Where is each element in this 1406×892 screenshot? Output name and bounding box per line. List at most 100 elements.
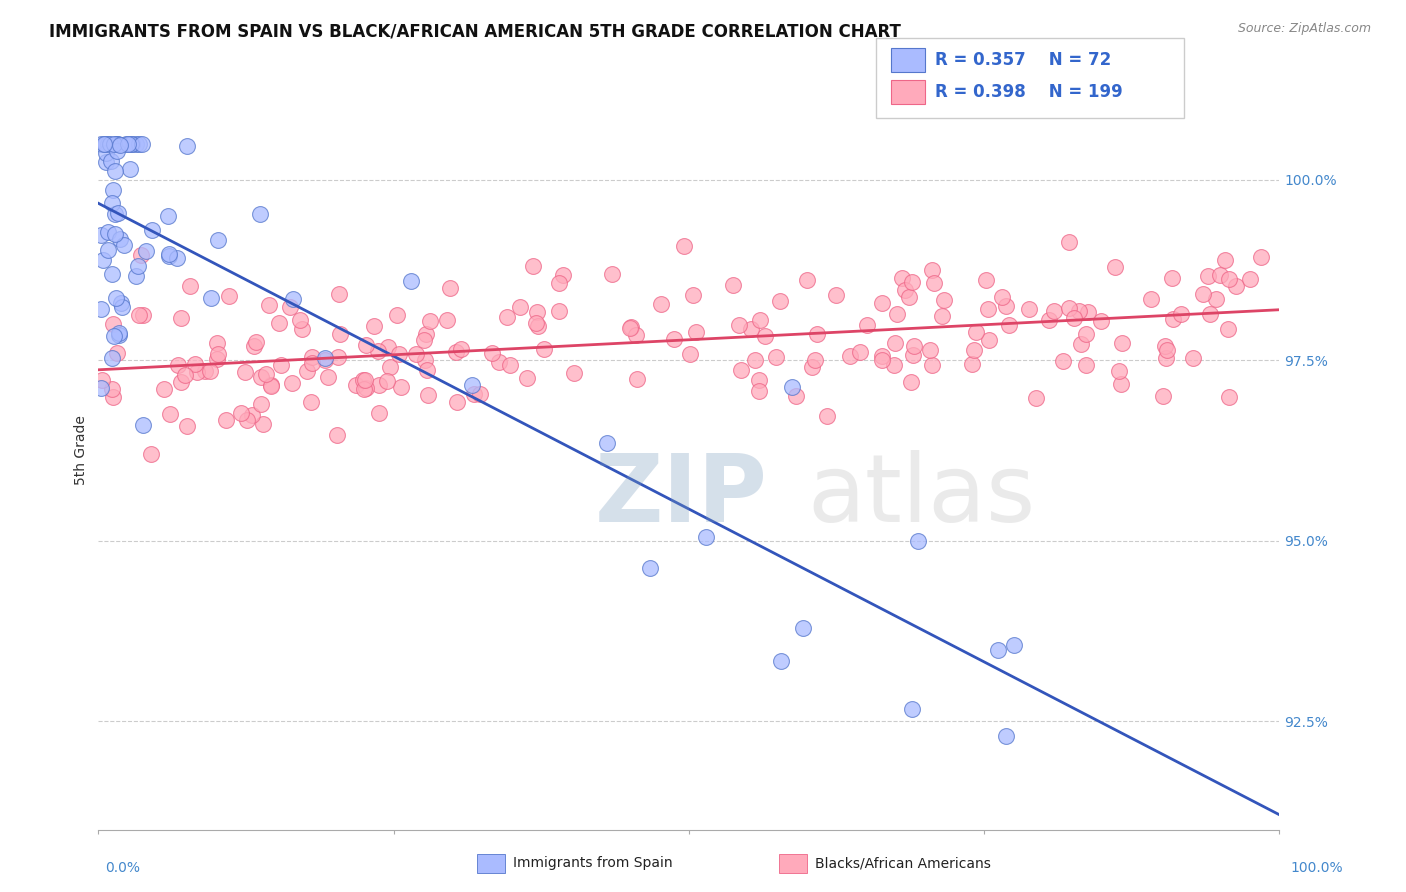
Point	[117, 136, 139, 151]
Point	[267, 316, 290, 330]
Point	[111, 300, 134, 314]
Point	[436, 313, 458, 327]
Point	[415, 326, 437, 341]
Point	[1152, 389, 1174, 403]
Point	[650, 297, 672, 311]
Point	[728, 318, 751, 332]
Point	[179, 279, 201, 293]
Point	[903, 339, 925, 353]
Point	[318, 370, 340, 384]
Point	[461, 378, 484, 392]
Point	[159, 407, 181, 421]
Point	[481, 346, 503, 360]
Point	[997, 318, 1019, 332]
Point	[1077, 305, 1099, 319]
Point	[152, 382, 174, 396]
Point	[93, 136, 115, 151]
Point	[900, 275, 922, 289]
Point	[815, 409, 838, 423]
Point	[524, 316, 547, 330]
Point	[107, 206, 129, 220]
Point	[108, 326, 131, 341]
Point	[354, 338, 377, 352]
Point	[94, 146, 117, 161]
Point	[1111, 336, 1133, 351]
Point	[281, 292, 304, 306]
Point	[806, 326, 828, 341]
Point	[366, 344, 388, 359]
Point	[257, 298, 280, 312]
Point	[301, 356, 323, 370]
Point	[233, 365, 256, 379]
Point	[995, 729, 1018, 743]
Point	[1067, 304, 1090, 318]
Point	[672, 238, 695, 252]
Point	[103, 329, 125, 343]
Point	[921, 262, 943, 277]
Point	[108, 327, 131, 342]
Point	[389, 380, 412, 394]
Point	[101, 391, 124, 405]
Point	[367, 377, 389, 392]
Point	[1156, 343, 1178, 357]
Point	[960, 357, 983, 371]
Point	[250, 370, 273, 384]
Point	[207, 347, 229, 361]
Point	[375, 374, 398, 388]
Point	[245, 334, 267, 349]
Point	[1181, 351, 1204, 365]
Point	[856, 318, 879, 332]
Point	[564, 367, 586, 381]
Point	[499, 358, 522, 372]
Point	[101, 351, 124, 365]
Point	[1218, 390, 1240, 404]
Point	[378, 360, 401, 375]
Point	[526, 305, 548, 319]
Point	[800, 360, 823, 375]
Point	[527, 318, 550, 333]
Text: 0.0%: 0.0%	[105, 861, 141, 875]
Point	[90, 136, 112, 151]
Point	[626, 372, 648, 386]
Point	[769, 293, 792, 308]
Point	[354, 373, 377, 387]
Point	[91, 373, 114, 387]
Point	[870, 295, 893, 310]
Point	[1225, 278, 1247, 293]
Point	[872, 349, 894, 363]
Point	[249, 207, 271, 221]
Point	[176, 139, 198, 153]
Point	[1192, 287, 1215, 301]
Point	[533, 342, 555, 356]
Point	[740, 322, 762, 336]
Point	[1025, 391, 1047, 405]
Point	[236, 413, 259, 427]
Point	[918, 343, 941, 357]
Text: atlas: atlas	[807, 450, 1035, 542]
Point	[679, 347, 702, 361]
Point	[977, 333, 1000, 347]
Point	[170, 311, 193, 326]
Point	[744, 353, 766, 368]
Text: Blacks/African Americans: Blacks/African Americans	[815, 856, 991, 871]
Point	[600, 268, 623, 282]
Point	[748, 384, 770, 398]
Y-axis label: 5th Grade: 5th Grade	[75, 416, 89, 485]
Point	[1052, 354, 1074, 368]
Point	[890, 271, 912, 285]
Point	[1250, 250, 1272, 264]
Point	[1209, 268, 1232, 283]
Point	[205, 352, 228, 367]
Point	[231, 406, 253, 420]
Point	[98, 136, 121, 151]
Point	[314, 351, 336, 365]
Point	[105, 136, 128, 151]
Point	[1057, 235, 1080, 249]
Point	[924, 277, 946, 291]
Point	[301, 351, 323, 365]
Point	[496, 310, 519, 324]
Point	[405, 347, 427, 361]
Point	[249, 397, 271, 411]
Point	[94, 155, 117, 169]
Text: ZIP: ZIP	[595, 450, 768, 542]
